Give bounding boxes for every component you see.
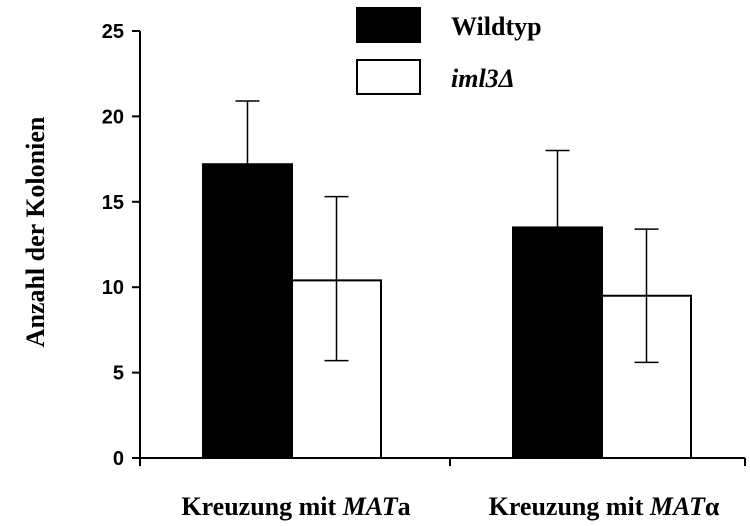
bar-wildtyp-1 [202,163,293,459]
legend-label: Wildtyp [451,12,542,41]
category-label: Kreuzung mit MATa [181,492,410,521]
bars [202,163,692,460]
y-tick-label: 25 [102,21,124,43]
category-labels: Kreuzung mit MATa Kreuzung mit MATα [181,492,719,521]
bar-wildtyp-2 [512,226,603,459]
legend: Wildtyp iml3Δ [356,7,542,95]
y-tick-label: 10 [102,277,124,299]
y-tick-label: 5 [113,363,124,385]
y-tick-label: 15 [102,192,124,214]
y-tick-label: 20 [102,106,124,128]
legend-label: iml3Δ [451,64,515,93]
y-tick-label: 0 [113,448,124,470]
legend-swatch [356,7,421,43]
category-label: Kreuzung mit MATα [489,492,720,521]
y-axis-title: Anzahl der Kolonien [21,116,50,347]
legend-swatch [356,59,421,95]
error-bars [235,100,659,364]
